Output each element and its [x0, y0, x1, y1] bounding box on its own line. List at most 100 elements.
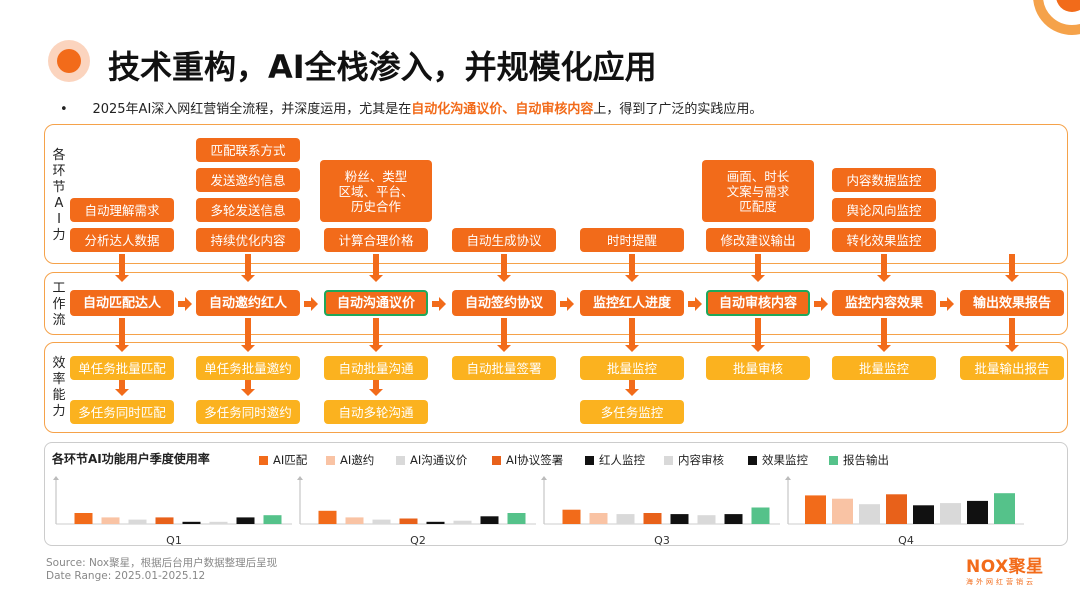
legend-swatch — [326, 455, 335, 465]
bar — [155, 517, 174, 524]
bar — [372, 519, 391, 524]
legend-label: AI沟通议价 — [410, 453, 468, 467]
bullet-separator: 、 — [502, 102, 516, 117]
legend-swatch — [585, 455, 594, 465]
usage-bar-chart: Q1 Q2 Q3 Q4 — [53, 476, 1024, 547]
legend-label: 内容审核 — [678, 453, 724, 467]
bar — [967, 500, 988, 524]
legend-label: 效果监控 — [762, 453, 808, 467]
right-arrow-icon — [304, 296, 318, 311]
legend-item: AI沟通议价 — [396, 452, 467, 468]
efficiency-box: 批量监控 — [832, 356, 936, 380]
bar — [399, 518, 418, 524]
ai-capability-box: 计算合理价格 — [324, 228, 428, 252]
efficiency-box: 批量监控 — [580, 356, 684, 380]
bar — [480, 516, 499, 524]
legend-item: 报告输出 — [829, 452, 889, 468]
ai-capability-box: 分析达人数据 — [70, 228, 174, 252]
legend-item: 效果监控 — [748, 452, 808, 468]
source-note: Source: Nox聚星，根据后台用户数据整理后呈现 Date Range: … — [46, 557, 277, 583]
nox-logo: NOX聚星 海外网红营销云 — [966, 552, 1044, 587]
usage-chart-frame — [44, 442, 1068, 546]
axis-arrow-icon — [53, 476, 59, 480]
ai-capability-box: 时时提醒 — [580, 228, 684, 252]
bar — [318, 510, 337, 524]
workflow-step: 自动沟通议价 — [324, 290, 428, 316]
workflow-step: 监控内容效果 — [832, 290, 936, 316]
legend-item: AI匹配 — [259, 452, 307, 468]
legend-swatch — [492, 455, 501, 465]
legend-item: 红人监控 — [585, 452, 645, 468]
bar — [345, 517, 364, 524]
source-line: Source: Nox聚星，根据后台用户数据整理后呈现 — [46, 557, 278, 569]
workflow-step: 监控红人进度 — [580, 290, 684, 316]
bullet-prefix: 2025年AI深入网红营销全流程，并深度运用，尤其是在 — [92, 102, 412, 117]
ai-capability-box: 自动理解需求 — [70, 198, 174, 222]
ai-capability-box: 舆论风向监控 — [832, 198, 936, 222]
bar — [832, 498, 853, 524]
legend-label: AI匹配 — [273, 453, 308, 467]
bar — [751, 507, 770, 524]
legend-swatch — [396, 455, 405, 465]
bar — [209, 521, 228, 524]
efficiency-box: 多任务同时邀约 — [196, 400, 300, 424]
right-arrow-icon — [688, 296, 702, 311]
legend-item: 内容审核 — [664, 452, 724, 468]
bar — [236, 517, 255, 524]
bar — [128, 519, 147, 524]
bar — [886, 494, 907, 524]
workflow-step: 输出效果报告 — [960, 290, 1064, 316]
axis-arrow-icon — [297, 476, 303, 480]
right-arrow-icon — [560, 296, 574, 311]
x-tick-label: Q1 — [166, 534, 182, 547]
ai-capability-box: 修改建议输出 — [706, 228, 810, 252]
axis-arrow-icon — [541, 476, 547, 480]
bar — [724, 514, 743, 524]
ai-capability-box: 持续优化内容 — [196, 228, 300, 252]
bar — [426, 521, 445, 524]
bullet-highlight-2: 自动审核内容 — [515, 102, 594, 117]
bar — [74, 513, 93, 524]
bar — [182, 521, 201, 524]
bar — [263, 515, 282, 524]
right-arrow-icon — [940, 296, 954, 311]
ai-capability-box: 匹配联系方式 — [196, 138, 300, 162]
bullet-suffix: 上，得到了广泛的实践应用。 — [593, 102, 763, 117]
logo-tagline: 海外网红营销云 — [966, 578, 1036, 586]
logo-brand: NOX聚星 — [966, 557, 1044, 577]
right-arrow-icon — [432, 296, 446, 311]
legend-swatch — [664, 455, 673, 465]
x-tick-label: Q2 — [410, 534, 426, 547]
workflow-step: 自动审核内容 — [706, 290, 810, 316]
date-range-line: Date Range: 2025.01-2025.12 — [46, 570, 206, 582]
x-tick-label: Q3 — [654, 534, 670, 547]
page-title: 技术重构，AI全栈渗入，并规模化应用 — [108, 48, 657, 86]
bar — [507, 513, 526, 524]
bar — [643, 513, 662, 524]
bar — [670, 514, 689, 524]
efficiency-row-label: 效率能力 — [52, 356, 66, 419]
legend-label: AI协议签署 — [506, 453, 564, 467]
bar — [940, 503, 961, 524]
ai-capability-box: 转化效果监控 — [832, 228, 936, 252]
legend-swatch — [259, 455, 268, 465]
bullet-highlight-1: 自动化沟通议价 — [411, 102, 503, 117]
corner-decoration — [1010, 0, 1080, 40]
bar — [913, 505, 934, 524]
workflow-row-label: 工作流 — [52, 281, 66, 328]
legend-item: AI邀约 — [326, 452, 374, 468]
bar — [101, 517, 120, 524]
ai-capability-box: 自动生成协议 — [452, 228, 556, 252]
efficiency-box: 多任务监控 — [580, 400, 684, 424]
title-dot-icon — [48, 40, 90, 82]
bar — [805, 495, 826, 524]
efficiency-box: 自动多轮沟通 — [324, 400, 428, 424]
legend-swatch — [748, 455, 757, 465]
right-arrow-icon — [178, 296, 192, 311]
efficiency-box: 多任务同时匹配 — [70, 400, 174, 424]
bar — [697, 515, 716, 524]
legend-swatch — [829, 455, 838, 465]
bar — [589, 513, 608, 524]
chart-title: 各环节AI功能用户季度使用率 — [52, 452, 210, 466]
legend-item: AI协议签署 — [492, 452, 563, 468]
